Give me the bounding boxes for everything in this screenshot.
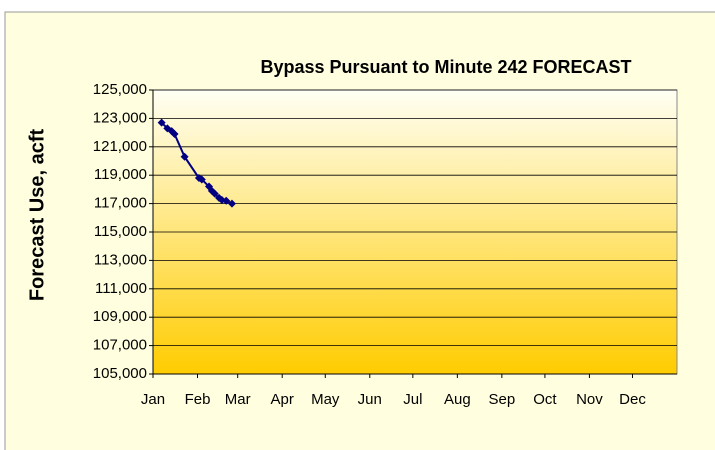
- y-tick-label: 113,000: [94, 251, 147, 268]
- x-tick-label: Apr: [271, 391, 294, 408]
- chart-title: Bypass Pursuant to Minute 242 FORECAST: [260, 57, 631, 77]
- y-tick-label: 119,000: [94, 166, 147, 183]
- x-tick-label: Jun: [358, 391, 382, 408]
- x-tick-label: May: [311, 391, 340, 408]
- x-tick-label: Mar: [225, 391, 251, 408]
- x-tick-label: Aug: [444, 391, 471, 408]
- data-point: [227, 199, 236, 208]
- data-point: [170, 130, 179, 139]
- data-point: [197, 175, 206, 184]
- y-tick-label: 105,000: [93, 365, 147, 382]
- x-tick-label: Sep: [489, 391, 516, 408]
- y-tick-label: 125,000: [93, 81, 147, 98]
- x-tick-label: Dec: [619, 391, 646, 408]
- x-tick-label: Oct: [533, 391, 557, 408]
- y-tick-label: 117,000: [94, 195, 147, 212]
- y-tick-label: 107,000: [93, 337, 147, 354]
- data-point: [222, 196, 231, 205]
- x-tick-label: Feb: [185, 391, 211, 408]
- x-tick-label: Jul: [403, 391, 422, 408]
- data-point: [180, 152, 189, 161]
- y-tick-label: 111,000: [95, 280, 147, 297]
- y-tick-label: 121,000: [93, 138, 147, 155]
- y-tick-label: 109,000: [93, 308, 147, 325]
- x-tick-label: Jan: [141, 391, 165, 408]
- y-axis-label: Forecast Use, acft: [26, 129, 48, 302]
- x-tick-label: Nov: [576, 391, 603, 408]
- y-tick-label: 115,000: [94, 223, 147, 240]
- y-tick-label: 123,000: [93, 109, 147, 126]
- data-point: [157, 118, 166, 127]
- data-point: [210, 189, 219, 198]
